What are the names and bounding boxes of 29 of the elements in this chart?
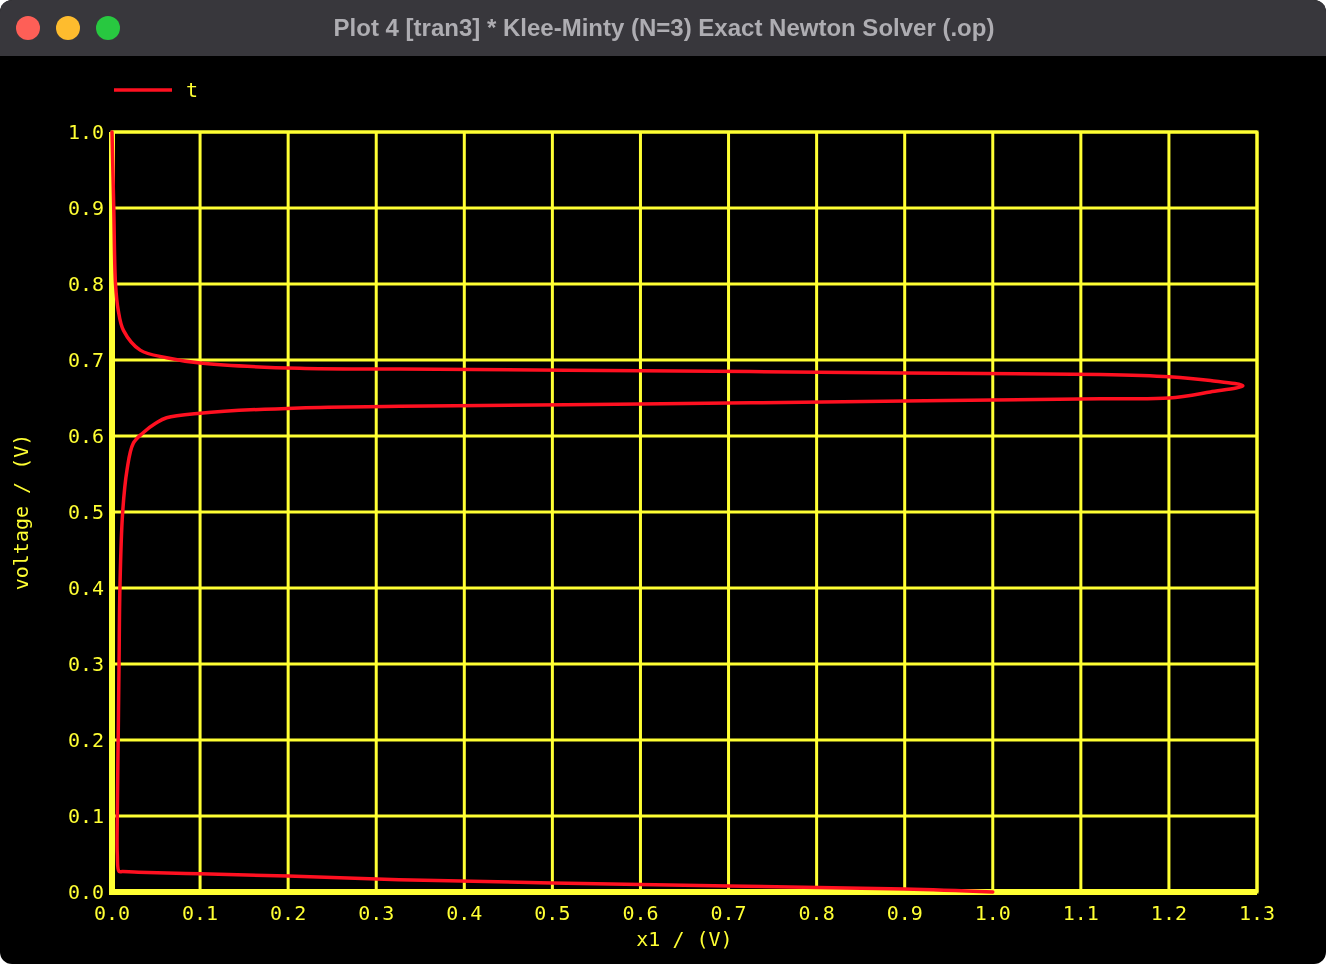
y-tick-label: 0.6 — [67, 424, 104, 448]
x-tick-label: 0.8 — [798, 901, 835, 925]
x-tick-label: 0.9 — [886, 901, 923, 925]
x-tick-label: 1.2 — [1150, 901, 1187, 925]
x-tick-label: 1.3 — [1238, 901, 1276, 925]
x-tick-label: 1.0 — [974, 901, 1011, 925]
x-tick-label: 0.2 — [270, 901, 307, 925]
y-tick-label: 0.9 — [67, 196, 104, 220]
y-tick-label: 0.4 — [67, 576, 104, 600]
y-tick-label: 0.1 — [67, 804, 104, 828]
x-tick-label: 1.1 — [1062, 901, 1099, 925]
y-axis-title: voltage / (V) — [9, 433, 33, 591]
y-tick-label: 0.8 — [67, 272, 104, 296]
y-tick-label: 0.5 — [67, 500, 104, 524]
x-tick-label: 0.5 — [534, 901, 571, 925]
x-tick-label: 0.0 — [93, 901, 131, 925]
chart-title: Plot 4 [tran3] * Klee-Minty (N=3) Exact Newton Solver (.op) — [333, 14, 995, 41]
x-axis-title: x1 / (V) — [636, 927, 733, 951]
y-tick-label: 0.2 — [67, 728, 104, 752]
y-tick-label: 0.0 — [67, 880, 104, 904]
x-tick-label: 0.7 — [710, 901, 747, 925]
x-tick-label: 0.3 — [358, 901, 395, 925]
y-tick-label: 0.3 — [67, 652, 104, 676]
x-tick-label: 0.6 — [622, 901, 659, 925]
legend-label: t — [186, 78, 199, 102]
x-tick-label: 0.4 — [446, 901, 483, 925]
y-tick-label: 1.0 — [67, 120, 104, 144]
x-tick-label: 0.1 — [182, 901, 219, 925]
y-tick-label: 0.7 — [67, 348, 104, 372]
